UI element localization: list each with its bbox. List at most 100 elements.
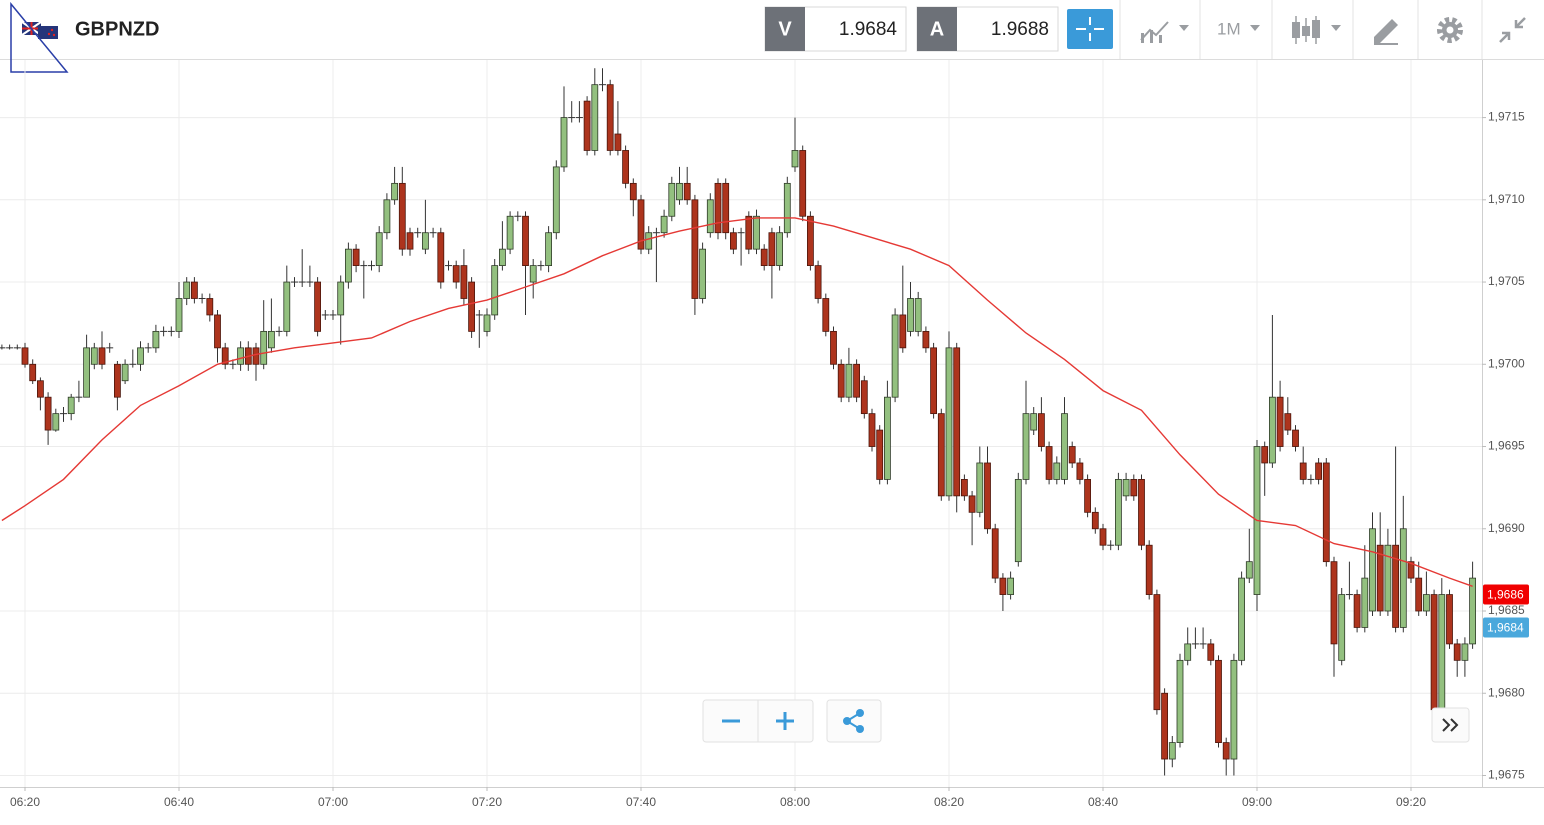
candle-body <box>560 117 568 168</box>
candle-body <box>452 265 460 283</box>
candle-body <box>1430 594 1438 711</box>
candle-body <box>683 182 691 201</box>
candle-body <box>1245 561 1253 579</box>
candle-body <box>1161 692 1168 760</box>
candle-body <box>383 199 391 234</box>
y-tick-label: 1,9710 <box>1488 192 1525 206</box>
candle-body <box>868 413 876 447</box>
crosshair-button[interactable] <box>1067 9 1113 49</box>
ask-tag <box>917 7 957 51</box>
candle-body <box>468 281 476 332</box>
candle-body <box>1438 594 1446 711</box>
timeframe-button[interactable]: 1M <box>1217 19 1260 38</box>
candle-body <box>1138 479 1145 546</box>
candle-body <box>822 298 830 332</box>
candle-body <box>283 281 291 332</box>
moving-average <box>1 217 1473 587</box>
y-tick-label: 1,9690 <box>1488 521 1525 535</box>
chart-type-button[interactable] <box>1292 16 1341 44</box>
candle-body <box>830 330 837 365</box>
price-tag <box>1483 617 1529 638</box>
candle-body <box>1184 643 1192 661</box>
candle-body <box>1122 479 1130 497</box>
candle-body <box>152 330 160 349</box>
candle-body <box>267 330 275 349</box>
bid-label: V <box>778 18 792 40</box>
candle-body <box>1469 577 1476 645</box>
y-tick-label: 1,9715 <box>1488 110 1525 124</box>
x-tick-label: 07:20 <box>472 795 502 809</box>
candle-body <box>783 182 791 234</box>
candle-body <box>545 232 552 266</box>
candle-body <box>730 232 737 250</box>
indicator-button[interactable] <box>1140 21 1189 43</box>
candle-body <box>860 380 868 415</box>
candle-body <box>506 215 514 250</box>
candle-body <box>406 232 414 250</box>
scroll-end-button[interactable] <box>1431 707 1470 743</box>
candle-body <box>1130 479 1138 497</box>
candle-body <box>668 182 676 217</box>
candle-body <box>845 363 853 398</box>
candle-body <box>876 429 884 480</box>
zoom-in-button[interactable] <box>759 701 812 741</box>
candle-body <box>137 347 144 365</box>
collapse-button[interactable] <box>1499 17 1526 43</box>
grid <box>0 60 1482 787</box>
candle-body <box>722 182 730 234</box>
candle-body <box>1168 742 1176 760</box>
candle-body <box>121 363 129 382</box>
candle-body <box>1068 446 1076 464</box>
candle-body <box>976 462 984 513</box>
candle-body <box>799 150 807 217</box>
candle-body <box>214 314 221 349</box>
candle-body <box>1007 577 1014 595</box>
zoom-out-button[interactable] <box>704 701 757 741</box>
share-button[interactable] <box>826 699 882 743</box>
candle-body <box>1276 396 1284 447</box>
ask-box[interactable]: A 1.9688 <box>916 6 1059 52</box>
candle-body <box>1361 577 1369 628</box>
plot-area <box>0 68 1476 776</box>
candle-body <box>1215 659 1222 743</box>
candle-body <box>706 199 714 234</box>
candle-body <box>421 232 429 250</box>
candle-body <box>853 363 860 398</box>
x-tick-label: 09:20 <box>1396 795 1426 809</box>
candle-body <box>583 100 591 151</box>
x-tick-label: 09:00 <box>1242 795 1272 809</box>
candle-body <box>1084 479 1091 513</box>
candle-body <box>1453 643 1461 661</box>
zoom-controls <box>702 699 814 743</box>
candle-body <box>483 314 491 332</box>
candle-body <box>190 281 198 299</box>
candle-body <box>1330 561 1338 645</box>
candle-body <box>591 84 599 151</box>
draw-button[interactable] <box>1374 19 1398 45</box>
price-tag-label: 1,9686 <box>1487 588 1524 602</box>
y-tick-label: 1,9695 <box>1488 439 1525 453</box>
candle-body <box>552 166 560 234</box>
candle-body <box>1222 742 1230 760</box>
candle-body <box>999 577 1007 595</box>
y-tick-label: 1,9705 <box>1488 274 1525 288</box>
candle-body <box>907 298 914 332</box>
axes: 1,9675 1,9680 1,9685 1,9690 1,9695 1,9700 1,97… <box>0 60 1544 809</box>
x-tick-label: 08:20 <box>934 795 964 809</box>
candle-body <box>1392 544 1399 628</box>
y-tick-label: 1,9675 <box>1488 768 1525 782</box>
candle-body <box>1338 594 1346 661</box>
candle-body <box>606 84 614 151</box>
candle-body <box>1014 479 1022 563</box>
ask-price: 1.9688 <box>991 19 1049 40</box>
candle-body <box>252 347 260 365</box>
candle-body <box>660 215 668 234</box>
candle-body <box>891 314 899 398</box>
settings-button[interactable] <box>1437 17 1463 43</box>
bid-box[interactable]: V 1.9684 <box>764 6 907 52</box>
candle-body <box>29 363 37 382</box>
candle-body <box>837 363 845 398</box>
candle-body <box>1384 544 1392 612</box>
candle-body <box>899 314 907 349</box>
candle-body <box>44 396 52 431</box>
